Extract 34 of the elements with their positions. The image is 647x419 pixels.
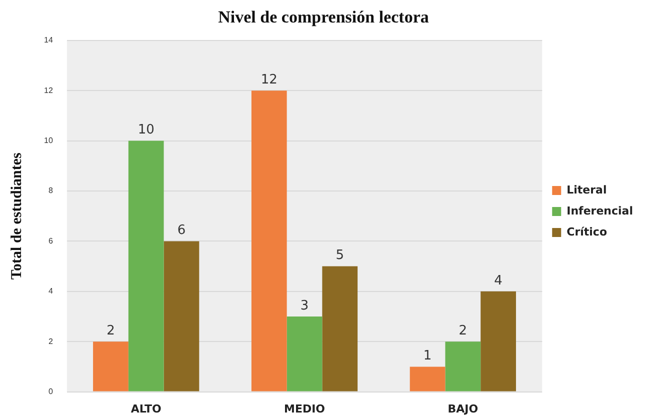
bar	[480, 291, 516, 392]
bar	[128, 140, 164, 392]
x-tick-label: BAJO	[448, 402, 478, 416]
chart-title: Nivel de comprensión lectora	[218, 8, 430, 27]
data-label: 6	[177, 223, 186, 238]
y-tick-label: 6	[48, 236, 54, 246]
data-label: 4	[494, 273, 502, 288]
bar	[410, 366, 446, 392]
bar	[251, 90, 287, 392]
legend-label: Literal	[566, 183, 607, 196]
data-label: 2	[458, 323, 468, 338]
bar	[322, 266, 358, 392]
bar	[445, 342, 481, 392]
x-tick-label: MEDIO	[284, 402, 326, 416]
y-tick-label: 0	[48, 387, 54, 396]
legend-label: Inferencial	[566, 204, 634, 218]
x-tick-label: ALTO	[130, 402, 162, 416]
y-tick-label: 14	[44, 36, 54, 45]
legend-label: Crítico	[566, 225, 608, 238]
bar	[164, 241, 200, 392]
data-label: 2	[106, 323, 115, 338]
y-tick-label: 10	[44, 136, 54, 146]
data-label: 12	[260, 72, 278, 88]
y-tick-label: 4	[48, 286, 54, 296]
data-label: 1	[423, 348, 432, 364]
data-label: 10	[138, 122, 154, 138]
y-tick-label: 2	[48, 336, 54, 346]
y-axis-title: Total de estudiantes	[8, 152, 25, 280]
bar	[93, 342, 128, 392]
data-label: 3	[300, 298, 309, 314]
y-tick-label: 8	[48, 186, 54, 196]
data-label: 5	[336, 248, 344, 264]
y-tick-label: 12	[44, 86, 54, 95]
bar	[286, 316, 322, 392]
